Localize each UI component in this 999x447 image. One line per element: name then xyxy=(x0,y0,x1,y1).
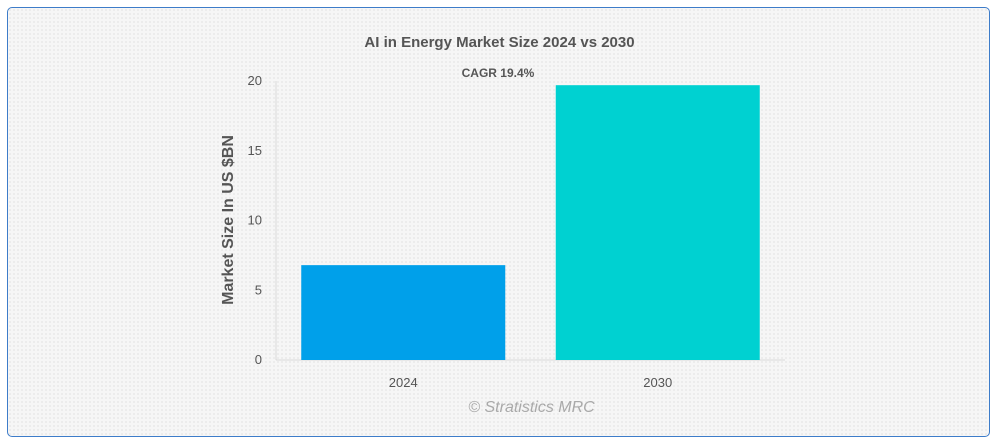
y-tick-labels: 0 5 10 15 20 xyxy=(248,73,262,367)
watermark: © Stratistics MRC xyxy=(468,399,595,416)
y-tick-label: 15 xyxy=(248,143,262,158)
y-tick-label: 10 xyxy=(248,213,262,228)
chart-frame xyxy=(7,7,990,437)
x-tick-label: 2024 xyxy=(389,375,418,390)
y-tick-label: 20 xyxy=(248,73,262,88)
y-tick-label: 0 xyxy=(255,352,262,367)
x-tick-labels: 2024 2030 xyxy=(389,375,672,390)
y-tick-label: 5 xyxy=(255,282,262,297)
x-tick-label: 2030 xyxy=(643,375,672,390)
chart-title: AI in Energy Market Size 2024 vs 2030 xyxy=(364,34,635,51)
bars xyxy=(301,85,760,360)
bar-2024 xyxy=(301,265,506,360)
bar-2030 xyxy=(555,85,760,360)
y-axis-label: Market Size In US $BN xyxy=(220,135,237,305)
cagr-annotation: CAGR 19.4% xyxy=(462,66,535,80)
